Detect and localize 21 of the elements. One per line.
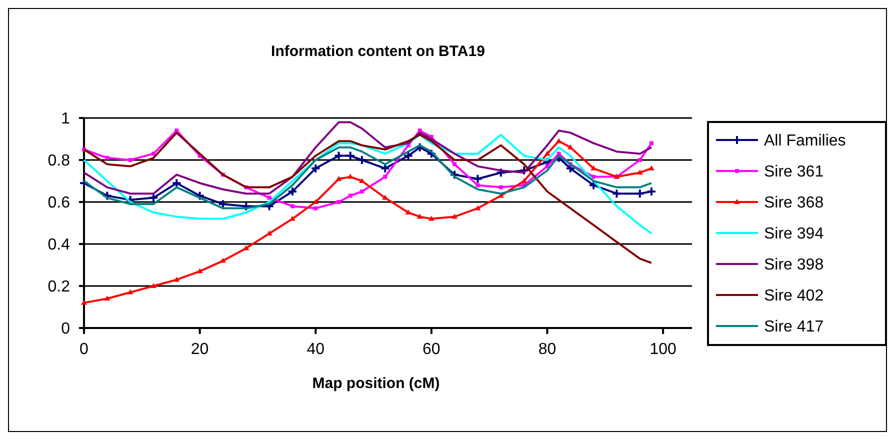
chart-title: Information content on BTA19: [271, 43, 485, 60]
legend-label: All Families: [764, 132, 846, 150]
x-tick-label: 20: [190, 341, 209, 358]
legend-label: Sire 398: [764, 256, 824, 274]
y-tick-label: 0: [61, 320, 70, 338]
x-tick-label: 0: [80, 341, 89, 358]
y-tick-label: 1: [61, 110, 70, 128]
legend-label: Sire 368: [764, 194, 824, 212]
y-tick-label: 0.6: [48, 194, 70, 212]
x-tick-label: 100: [650, 341, 676, 358]
x-tick-label: 40: [306, 341, 325, 358]
y-tick-label: 0.4: [48, 236, 70, 254]
legend-label: Sire 361: [764, 164, 824, 181]
legend-label: Sire 417: [764, 318, 824, 336]
x-axis-title: Map position (cM): [312, 375, 440, 392]
y-tick-label: 0.2: [48, 278, 70, 296]
legend-label: Sire 394: [764, 226, 824, 243]
y-tick-label: 0.8: [48, 152, 70, 170]
legend-label: Sire 402: [764, 288, 824, 305]
x-tick-label: 80: [538, 341, 556, 358]
x-tick-label: 60: [422, 341, 440, 358]
